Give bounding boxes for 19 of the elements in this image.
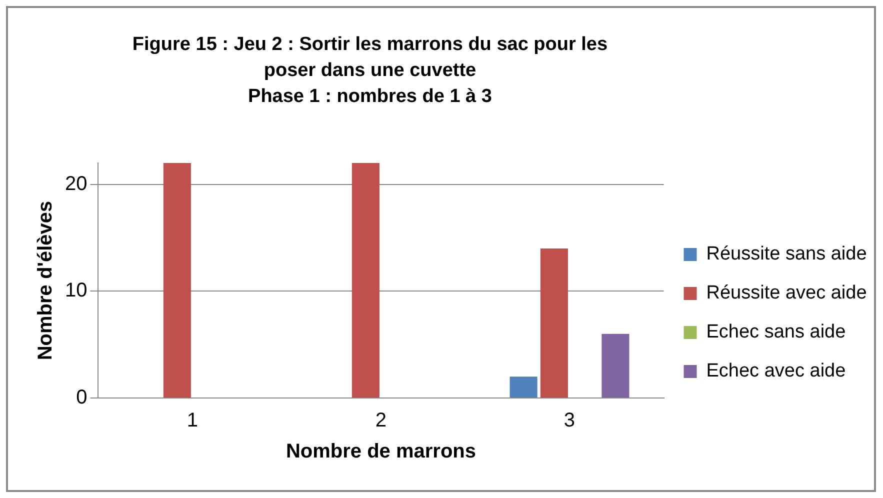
x-tick-label: 1 [186, 410, 198, 432]
chart-subtitle: Phase 1 : nombres de 1 à 3 [247, 85, 493, 109]
y-tick-label: 0 [76, 386, 88, 409]
bar [602, 334, 630, 398]
bar [352, 163, 380, 398]
x-tick-label: 3 [564, 410, 576, 432]
bar [510, 376, 538, 398]
legend-label: Réussite sans aide [706, 244, 867, 265]
x-axis-title: Nombre de marrons [286, 440, 476, 463]
y-tick-label: 20 [64, 172, 88, 195]
chart-title: Figure 15 : Jeu 2 : Sortir les marrons du sac pour les poser dans une cuvette [131, 33, 609, 83]
bar [540, 248, 568, 398]
y-axis-title: Nombre d'élèves [34, 200, 57, 360]
bar [163, 163, 191, 398]
y-tick-label: 10 [64, 280, 88, 302]
x-tick-label: 2 [375, 410, 387, 432]
legend-label: Echec sans aide [706, 322, 846, 343]
legend-label: Réussite avec aide [706, 282, 867, 304]
legend-label: Echec avec aide [706, 360, 846, 382]
